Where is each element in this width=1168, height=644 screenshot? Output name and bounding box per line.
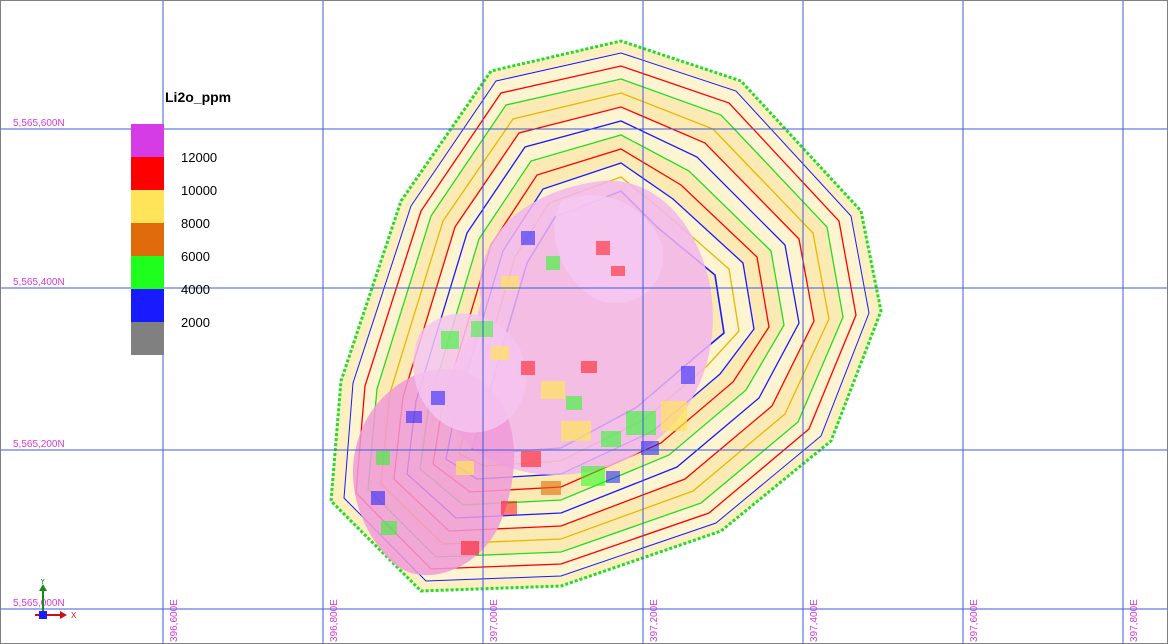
- axis-y-label: Y: [40, 579, 46, 586]
- legend-label: 10000: [181, 183, 218, 198]
- color-legend: Li2o_ppm 12000 10000 8000 6000 4000 2000: [131, 89, 271, 359]
- legend-swatch: [131, 157, 164, 190]
- legend-swatch: [131, 124, 164, 157]
- legend-label: 2000: [181, 315, 210, 330]
- easting-label: 396,600E: [169, 599, 180, 642]
- legend-swatch: [131, 322, 164, 355]
- axis-orientation-indicator: Y X: [31, 577, 81, 623]
- legend-swatch: [131, 289, 164, 322]
- easting-label: 397,200E: [649, 599, 660, 642]
- easting-label: 397,600E: [969, 599, 980, 642]
- legend-title: Li2o_ppm: [165, 89, 232, 105]
- northing-label: 5,565,600N: [13, 118, 65, 129]
- easting-label: 397,400E: [809, 599, 820, 642]
- easting-label: 397,800E: [1129, 599, 1140, 642]
- block-model: [352, 180, 713, 576]
- northing-label: 5,565,400N: [13, 277, 65, 288]
- northing-label: 5,565,000N: [13, 598, 65, 609]
- axis-arrows-icon: Y X: [35, 577, 77, 620]
- legend-swatch: [131, 190, 164, 223]
- legend-label: 6000: [181, 249, 210, 264]
- northing-label: 5,565,200N: [13, 439, 65, 450]
- legend-label: 8000: [181, 216, 210, 231]
- legend-swatch: [131, 256, 164, 289]
- legend-label: 4000: [181, 282, 210, 297]
- legend-swatch: [131, 223, 164, 256]
- axis-x-label: X: [71, 611, 77, 620]
- easting-label: 397,000E: [489, 599, 500, 642]
- easting-label: 396,800E: [329, 599, 340, 642]
- legend-label: 12000: [181, 150, 218, 165]
